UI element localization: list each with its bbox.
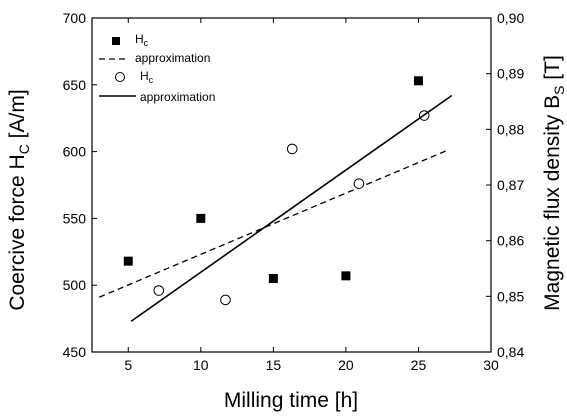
- y-axis-left-title-sub: C: [16, 144, 32, 154]
- hc-square-point: [268, 274, 278, 284]
- hc-circle-point: [153, 285, 165, 296]
- y-left-tick-label: 500: [63, 277, 87, 293]
- legend-square-marker: [112, 37, 120, 45]
- y-left-tick-label: 600: [63, 144, 87, 160]
- legend-label: Hc: [135, 32, 149, 48]
- approximation-dashed-line: [99, 149, 448, 298]
- x-tick-label: 30: [483, 357, 499, 373]
- y-axis-left-title-main: Coercive force H: [6, 154, 29, 310]
- y-axis-left-title-unit: [A/m]: [6, 89, 29, 144]
- legend-label: Hc: [140, 69, 154, 85]
- y-axis-right-title-unit: [T]: [541, 55, 564, 85]
- legend-label-sub: c: [149, 75, 154, 85]
- x-tick-label: 25: [411, 357, 427, 373]
- y-left-tick-label: 450: [63, 344, 87, 360]
- y-left-tick-label: 700: [63, 10, 87, 26]
- y-right-tick-label: 0,84: [497, 344, 524, 360]
- y-left-tick-label: 550: [63, 210, 87, 226]
- hc-square-point: [413, 76, 423, 86]
- plot-border: [91, 17, 492, 353]
- y-right-tick-label: 0,86: [497, 233, 524, 249]
- hc-square-point: [196, 213, 206, 223]
- x-tick-label: 5: [124, 357, 132, 373]
- axis-ticks: 5 10 15 20 25 30 450 500 550 600 650 700 0,84 0,85 0,8…: [63, 10, 525, 373]
- legend-label-main: approximation: [135, 51, 210, 65]
- y-left-tick-label: 650: [63, 77, 87, 93]
- y-axis-right-title-sub: S: [551, 86, 567, 95]
- x-tick-label: 10: [193, 357, 209, 373]
- hc-circle-point: [286, 143, 298, 155]
- y-right-tick-label: 0,85: [497, 288, 524, 304]
- x-tick-label: 20: [338, 357, 354, 373]
- legend-label-main: H: [140, 69, 149, 83]
- plot-area: [99, 76, 453, 322]
- legend-label-sub: c: [144, 38, 149, 48]
- legend-label-main: approximation: [140, 90, 215, 104]
- legend-circle-marker: [115, 72, 125, 82]
- legend-label-main: H: [135, 32, 144, 46]
- x-axis-title: Milling time [h]: [224, 389, 358, 412]
- x-tick-label: 15: [266, 357, 282, 373]
- approximation-solid-line: [130, 94, 453, 322]
- y-right-tick-label: 0,90: [497, 10, 524, 26]
- y-right-tick-label: 0,88: [497, 121, 524, 137]
- y-axis-right-title-main: Magnetic flux density B: [541, 95, 564, 311]
- legend-label: approximation: [140, 90, 215, 104]
- legend-label: approximation: [135, 51, 210, 65]
- y-right-tick-label: 0,89: [497, 66, 524, 82]
- hc-square-point: [341, 271, 351, 281]
- plot-frame: [91, 17, 492, 353]
- y-axis-right-title: Magnetic flux density BS [T]: [541, 55, 567, 311]
- legend: Hc approximation Hc approximation: [99, 32, 215, 104]
- hc-circle-point: [220, 294, 231, 306]
- y-axis-left-title: Coercive force HC [A/m]: [6, 89, 32, 310]
- hc-circle-point: [353, 178, 365, 189]
- y-right-tick-label: 0,87: [497, 177, 524, 193]
- hc-square-point: [123, 256, 133, 266]
